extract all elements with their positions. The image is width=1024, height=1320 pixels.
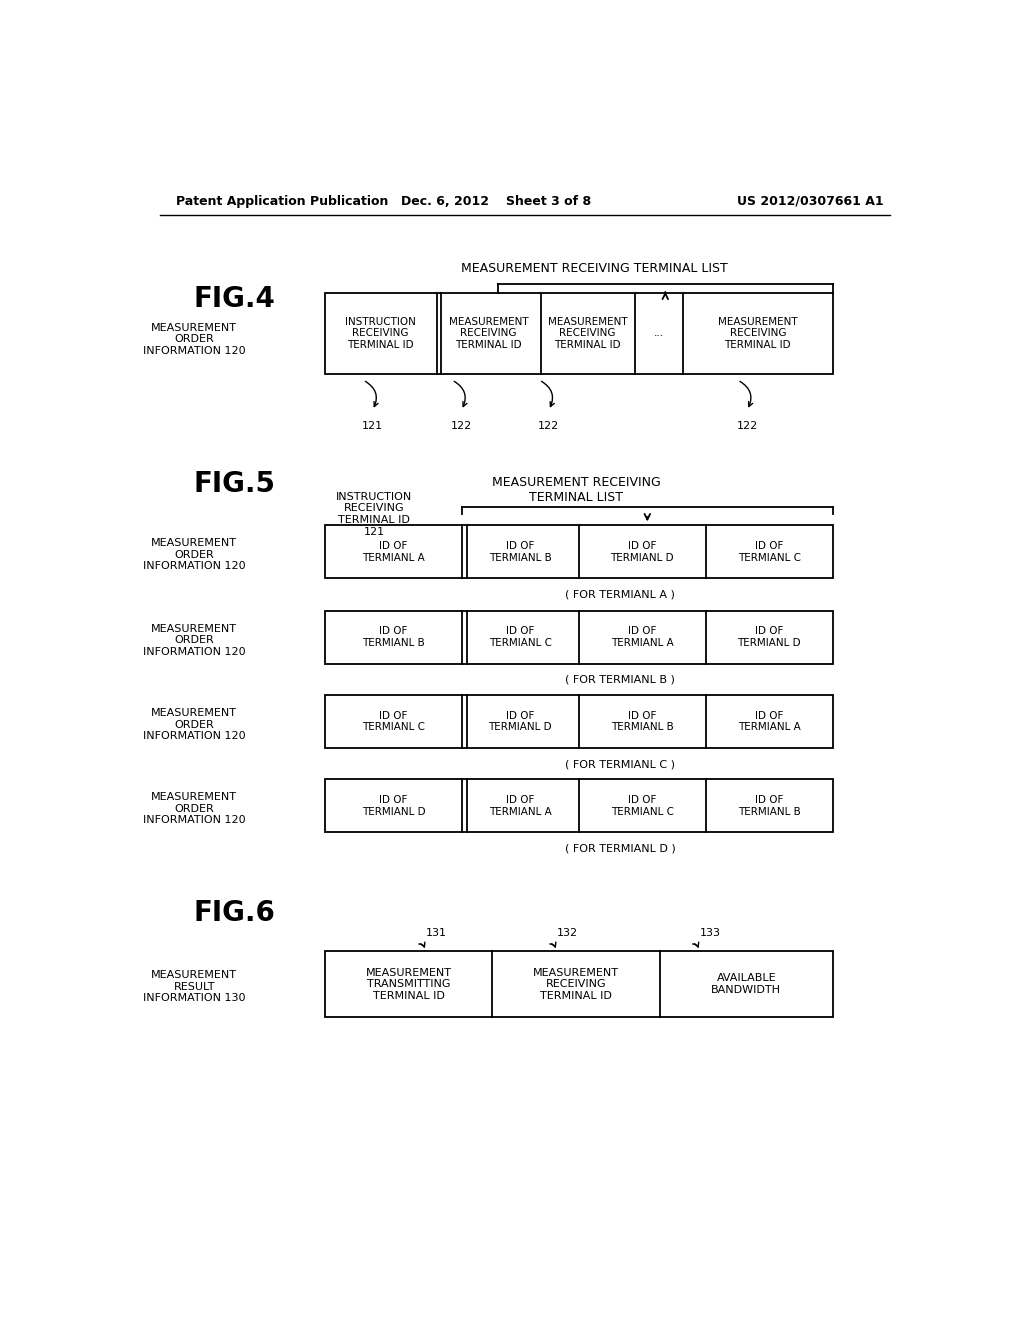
Text: FIG.6: FIG.6 — [194, 899, 275, 927]
Bar — [325, 293, 833, 374]
Text: ...: ... — [653, 329, 664, 338]
Text: MEASUREMENT
ORDER
INFORMATION 120: MEASUREMENT ORDER INFORMATION 120 — [142, 322, 246, 356]
Text: MEASUREMENT
RECEIVING
TERMINAL ID: MEASUREMENT RECEIVING TERMINAL ID — [449, 317, 528, 350]
Text: MEASUREMENT
ORDER
INFORMATION 120: MEASUREMENT ORDER INFORMATION 120 — [142, 623, 246, 657]
Text: MEASUREMENT
TRANSMITTING
TERMINAL ID: MEASUREMENT TRANSMITTING TERMINAL ID — [366, 968, 452, 1001]
Text: 122: 122 — [451, 421, 472, 430]
Text: US 2012/0307661 A1: US 2012/0307661 A1 — [737, 194, 884, 207]
Text: ID OF
TERMIANL C: ID OF TERMIANL C — [488, 626, 552, 648]
Text: MEASUREMENT RECEIVING TERMINAL LIST: MEASUREMENT RECEIVING TERMINAL LIST — [461, 261, 728, 275]
Text: MEASUREMENT
RECEIVING
TERMINAL ID: MEASUREMENT RECEIVING TERMINAL ID — [718, 317, 798, 350]
Text: ID OF
TERMIANL A: ID OF TERMIANL A — [489, 795, 552, 817]
Text: ID OF
TERMIANL A: ID OF TERMIANL A — [611, 626, 674, 648]
Text: AVAILABLE
BANDWIDTH: AVAILABLE BANDWIDTH — [712, 973, 781, 995]
Bar — [325, 952, 833, 1018]
Bar — [325, 696, 833, 748]
Text: 132: 132 — [557, 928, 578, 939]
Text: ID OF
TERMIANL D: ID OF TERMIANL D — [737, 626, 801, 648]
Text: FIG.5: FIG.5 — [194, 470, 275, 498]
Text: ( FOR TERMIANL A ): ( FOR TERMIANL A ) — [565, 589, 675, 599]
Text: INSTRUCTION
RECEIVING
TERMINAL ID: INSTRUCTION RECEIVING TERMINAL ID — [345, 317, 416, 350]
Text: MEASUREMENT
RESULT
INFORMATION 130: MEASUREMENT RESULT INFORMATION 130 — [143, 970, 246, 1003]
Bar — [325, 611, 833, 664]
Text: ID OF
TERMIANL D: ID OF TERMIANL D — [488, 710, 552, 733]
Text: Sheet 3 of 8: Sheet 3 of 8 — [506, 194, 591, 207]
Text: 122: 122 — [538, 421, 559, 430]
Text: ID OF
TERMIANL B: ID OF TERMIANL B — [489, 541, 552, 562]
Text: Patent Application Publication: Patent Application Publication — [176, 194, 388, 207]
Text: MEASUREMENT
ORDER
INFORMATION 120: MEASUREMENT ORDER INFORMATION 120 — [142, 539, 246, 572]
Bar — [325, 779, 833, 833]
Text: 121: 121 — [361, 421, 383, 430]
Text: ID OF
TERMIANL D: ID OF TERMIANL D — [361, 795, 425, 817]
Text: ID OF
TERMIANL B: ID OF TERMIANL B — [362, 626, 425, 648]
Text: MEASUREMENT
ORDER
INFORMATION 120: MEASUREMENT ORDER INFORMATION 120 — [142, 792, 246, 825]
Text: ID OF
TERMIANL C: ID OF TERMIANL C — [361, 710, 425, 733]
Text: ( FOR TERMIANL C ): ( FOR TERMIANL C ) — [565, 759, 675, 770]
Text: ID OF
TERMIANL C: ID OF TERMIANL C — [610, 795, 674, 817]
Text: ( FOR TERMIANL D ): ( FOR TERMIANL D ) — [564, 843, 676, 854]
Text: 133: 133 — [699, 928, 721, 939]
Text: 122: 122 — [736, 421, 758, 430]
Text: FIG.4: FIG.4 — [194, 285, 275, 313]
Text: MEASUREMENT
RECEIVING
TERMINAL ID: MEASUREMENT RECEIVING TERMINAL ID — [534, 968, 620, 1001]
Text: ID OF
TERMIANL C: ID OF TERMIANL C — [737, 541, 801, 562]
Text: INSTRUCTION
RECEIVING
TERMINAL ID
121: INSTRUCTION RECEIVING TERMINAL ID 121 — [336, 492, 412, 536]
Text: ID OF
TERMIANL A: ID OF TERMIANL A — [738, 710, 801, 733]
Text: ID OF
TERMIANL B: ID OF TERMIANL B — [611, 710, 674, 733]
Text: ID OF
TERMIANL B: ID OF TERMIANL B — [738, 795, 801, 817]
Bar — [325, 525, 833, 578]
Text: MEASUREMENT RECEIVING
TERMINAL LIST: MEASUREMENT RECEIVING TERMINAL LIST — [492, 475, 660, 504]
Text: MEASUREMENT
ORDER
INFORMATION 120: MEASUREMENT ORDER INFORMATION 120 — [142, 708, 246, 741]
Text: ID OF
TERMIANL D: ID OF TERMIANL D — [610, 541, 674, 562]
Text: 131: 131 — [426, 928, 446, 939]
Text: MEASUREMENT
RECEIVING
TERMINAL ID: MEASUREMENT RECEIVING TERMINAL ID — [548, 317, 628, 350]
Text: ( FOR TERMIANL B ): ( FOR TERMIANL B ) — [565, 675, 675, 685]
Text: Dec. 6, 2012: Dec. 6, 2012 — [401, 194, 489, 207]
Text: ID OF
TERMIANL A: ID OF TERMIANL A — [362, 541, 425, 562]
